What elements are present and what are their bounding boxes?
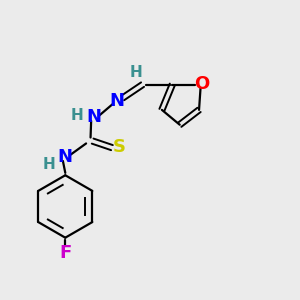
Text: H: H [129, 65, 142, 80]
Text: H: H [43, 158, 55, 172]
Text: N: N [110, 92, 125, 110]
Text: N: N [86, 108, 101, 126]
Text: S: S [112, 138, 125, 156]
Text: N: N [58, 148, 73, 166]
Text: H: H [71, 108, 84, 123]
Text: O: O [194, 75, 210, 93]
Text: F: F [59, 244, 71, 262]
